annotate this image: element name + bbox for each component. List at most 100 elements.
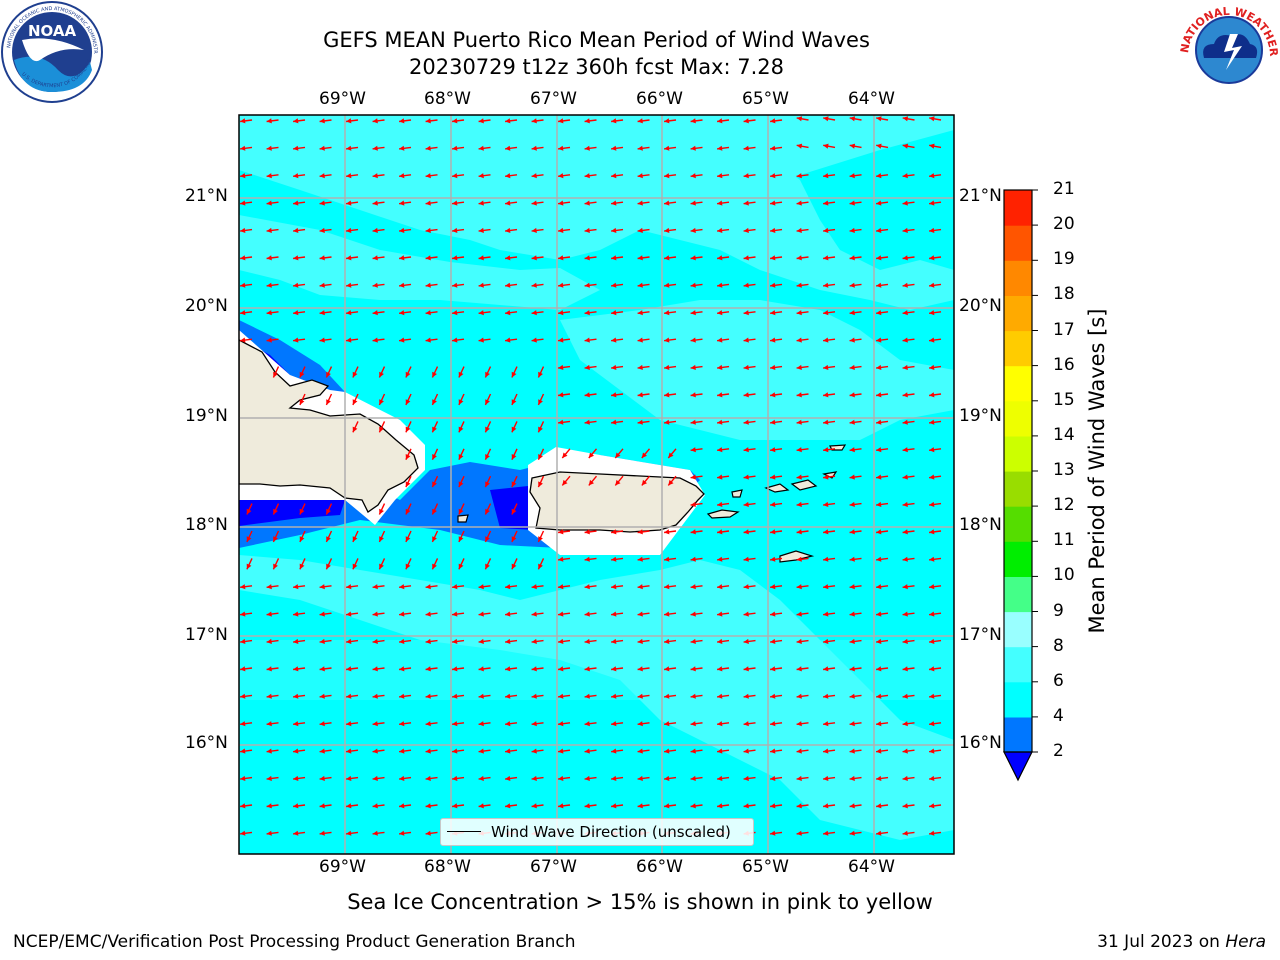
- wind-arrow-head: [266, 775, 272, 781]
- wind-arrow-head: [558, 145, 564, 151]
- wind-arrow-head: [823, 721, 829, 727]
- wind-arrow-head: [717, 118, 723, 124]
- wind-arrow-head: [562, 479, 568, 486]
- period-6-8-zones: [239, 115, 954, 840]
- wind-arrow-head: [690, 775, 696, 781]
- wind-arrow-head: [319, 200, 325, 206]
- wind-arrow-head: [458, 536, 464, 542]
- wind-arrow-head: [558, 282, 564, 288]
- wind-arrow-head: [611, 310, 617, 316]
- wind-arrow-head: [478, 721, 484, 727]
- wind-arrow-head: [664, 775, 670, 781]
- wind-arrow-head: [372, 255, 378, 261]
- wind-arrow-head: [743, 447, 749, 453]
- colorbar-band: [1004, 646, 1032, 683]
- wind-arrow-head: [538, 536, 543, 542]
- wind-arrow-head: [379, 563, 384, 570]
- wind-arrow-head: [823, 282, 829, 288]
- wind-arrow-head: [425, 666, 431, 672]
- wind-arrow-head: [770, 611, 776, 617]
- wind-arrow-head: [717, 775, 723, 781]
- wind-arrow-head: [293, 748, 299, 754]
- wind-arrow-head: [743, 556, 749, 562]
- wind-arrow-head: [425, 693, 431, 699]
- wind-arrow-head: [372, 584, 378, 590]
- wind-arrow-head: [346, 638, 352, 644]
- wind-arrow-head: [743, 501, 749, 507]
- wind-arrow-head: [372, 118, 378, 124]
- wind-arrow-head: [478, 310, 484, 316]
- wind-arrow-head: [717, 693, 723, 699]
- wind-arrow-head: [611, 529, 617, 535]
- wind-arrow-head: [796, 830, 802, 836]
- wind-arrow-head: [823, 447, 829, 453]
- wind-arrow-head: [478, 638, 484, 644]
- wind-arrow-head: [346, 282, 352, 288]
- wind-arrow-head: [902, 584, 908, 590]
- wind-arrow-head: [584, 529, 590, 535]
- wind-arrow-head: [902, 173, 908, 179]
- wind-arrow-head: [641, 479, 647, 486]
- wind-arrow-head: [531, 638, 537, 644]
- wind-arrow-head: [743, 255, 749, 261]
- wind-arrow-head: [505, 803, 511, 809]
- wind-arrow-head: [452, 775, 458, 781]
- wind-arrow-head: [849, 693, 855, 699]
- wind-arrow-head: [558, 611, 564, 617]
- wind-arrow-head: [379, 399, 384, 405]
- wind-arrow-head: [876, 447, 882, 453]
- wind-arrow-head: [664, 255, 670, 261]
- colorbar-tick-label: 17: [1053, 319, 1075, 340]
- wind-arrow-head: [266, 173, 272, 179]
- wind-arrow-head: [796, 227, 802, 233]
- wind-arrow-head: [584, 364, 590, 370]
- wind-arrow-head: [538, 426, 543, 433]
- colorbar-band: [1004, 681, 1032, 718]
- wind-arrow-head: [346, 584, 352, 590]
- wind-arrow-head: [299, 536, 305, 542]
- wind-arrow-head: [240, 173, 246, 179]
- wind-arrow-head: [876, 173, 882, 179]
- wind-arrow-head: [293, 775, 299, 781]
- wind-arrow-head: [558, 584, 564, 590]
- wind-arrow-head: [531, 255, 537, 261]
- wind-arrow-head: [690, 721, 696, 727]
- wind-arrow-head: [637, 748, 643, 754]
- lon-label-bottom-69w: 69°W: [319, 857, 366, 877]
- wind-arrow-head: [929, 282, 935, 288]
- wind-arrow-head: [293, 118, 299, 124]
- map-subtitle: 20230729 t12z 360h fcst Max: 7.28: [409, 55, 784, 79]
- wind-arrow-head: [505, 145, 511, 151]
- wind-arrow-head: [299, 371, 305, 378]
- wind-arrow-head: [478, 611, 484, 617]
- wind-arrow-head: [876, 282, 882, 288]
- wind-arrow-head: [505, 584, 511, 590]
- wind-arrow-head: [558, 255, 564, 261]
- wind-arrow-head: [346, 200, 352, 206]
- wind-arrow-head: [266, 666, 272, 672]
- colorbar-tick-label: 18: [1053, 284, 1075, 305]
- period-0-2-zone-west: [239, 500, 345, 526]
- wind-arrow-head: [293, 282, 299, 288]
- wind-arrow-head: [876, 803, 882, 809]
- wind-arrow-head: [584, 419, 590, 425]
- wind-arrow-head: [770, 364, 776, 370]
- wind-arrow-head: [743, 529, 749, 535]
- wind-arrow-head: [266, 227, 272, 233]
- wind-arrow-head: [717, 200, 723, 206]
- wind-arrow-head: [558, 392, 564, 398]
- wind-arrow-head: [929, 693, 935, 699]
- wind-arrow-head: [240, 145, 246, 151]
- wind-arrow-head: [452, 200, 458, 206]
- wind-arrow-head: [399, 611, 405, 617]
- wind-arrow-head: [876, 748, 882, 754]
- wind-arrow-head: [458, 399, 464, 405]
- wind-arrow-head: [485, 508, 490, 515]
- wind-arrow-head: [425, 721, 431, 727]
- wind-arrow-head: [505, 200, 511, 206]
- colorbar-tick-label: 9: [1053, 600, 1064, 621]
- wind-arrow-head: [902, 337, 908, 343]
- wind-arrow-head: [346, 611, 352, 617]
- wind-arrow-head: [372, 145, 378, 151]
